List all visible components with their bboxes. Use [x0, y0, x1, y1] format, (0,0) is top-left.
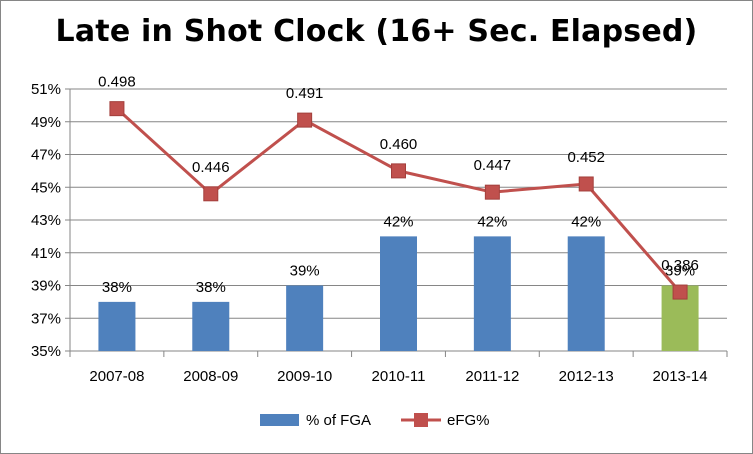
efg-marker — [484, 184, 500, 200]
efg-data-label: 0.386 — [661, 257, 699, 274]
efg-data-label: 0.460 — [380, 136, 418, 153]
x-tick-label: 2013-14 — [653, 368, 708, 385]
legend-label-fga: % of FGA — [306, 412, 371, 429]
legend-label-efg: eFG% — [447, 412, 490, 429]
efg-marker — [391, 163, 406, 179]
legend-swatch-fga — [260, 414, 299, 426]
x-tick-label: 2012-13 — [559, 368, 614, 385]
efg-marker — [672, 284, 688, 300]
efg-marker — [203, 186, 219, 202]
y-tick-label: 41% — [31, 245, 61, 262]
line-data-labels: 0.498 0.446 0.491 0.460 0.447 0.452 0.386 — [98, 74, 699, 274]
bar-data-label: 42% — [477, 213, 507, 230]
bar-fga — [380, 236, 417, 351]
bar-series-fga — [98, 236, 699, 351]
y-tick-label: 51% — [31, 81, 61, 98]
bar-fga — [192, 301, 230, 351]
efg-data-label: 0.498 — [98, 74, 136, 91]
bar-data-label: 38% — [196, 279, 226, 296]
y-tick-label: 39% — [31, 278, 61, 295]
y-tick-label: 37% — [31, 310, 61, 327]
bar-fga — [567, 236, 605, 351]
efg-marker — [109, 101, 125, 117]
efg-data-label: 0.452 — [567, 149, 605, 166]
y-tick-label: 43% — [31, 212, 61, 229]
chart-title: Late in Shot Clock (16+ Sec. Elapsed) — [55, 14, 698, 49]
axes: 35% 37% 39% 41% 43% 45% 47% 49% 51% 2007-08 2008-0… — [31, 81, 728, 385]
line-series-efg — [109, 101, 688, 300]
x-tick-label: 2011-12 — [465, 368, 519, 385]
efg-marker — [297, 112, 313, 128]
efg-data-label: 0.446 — [192, 159, 230, 176]
y-tick-label: 47% — [31, 147, 61, 164]
x-tick-label: 2009-10 — [277, 368, 332, 385]
x-tick-label: 2008-09 — [183, 368, 238, 385]
legend: % of FGA eFG% — [260, 412, 490, 429]
legend-marker-efg — [414, 413, 428, 427]
y-tick-label: 35% — [31, 343, 61, 360]
x-tick-label: 2010-11 — [372, 368, 426, 385]
bar-data-label: 42% — [383, 213, 413, 230]
bar-data-label: 39% — [290, 263, 320, 280]
efg-data-label: 0.491 — [286, 85, 324, 102]
bar-data-label: 38% — [102, 279, 132, 296]
y-tick-label: 45% — [31, 179, 61, 196]
bar-data-label: 39% — [665, 263, 695, 280]
bar-fga — [473, 236, 511, 351]
y-tick-label: 49% — [31, 114, 61, 131]
bar-data-label: 42% — [571, 213, 601, 230]
bar-fga — [98, 301, 136, 351]
x-tick-label: 2007-08 — [89, 368, 144, 385]
bar-data-labels: 38% 38% 39% 42% 42% 42% 39% — [102, 213, 695, 296]
efg-marker — [578, 176, 594, 192]
efg-data-label: 0.447 — [474, 157, 512, 174]
bar-fga — [286, 285, 324, 351]
